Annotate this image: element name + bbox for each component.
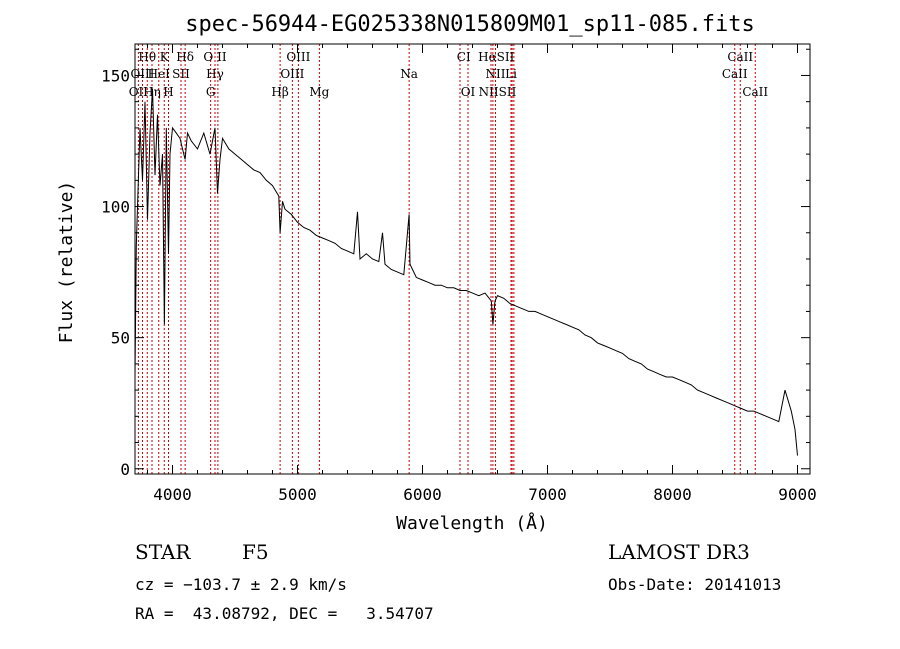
y-tick-label: 0 [120, 460, 130, 479]
obs-date-text: Obs-Date: 20141013 [608, 575, 782, 594]
y-axis-ticks: 0 50 100 150 [101, 48, 810, 479]
line-label: G [206, 85, 216, 99]
line-label: SII [172, 67, 190, 81]
x-axis-label: Wavelength (Å) [396, 512, 548, 534]
y-tick-label: 50 [111, 329, 130, 348]
x-tick-label: 6000 [403, 485, 442, 504]
line-label: NII [486, 67, 506, 81]
line-label: HαSII [478, 50, 515, 64]
line-label: OII [129, 85, 149, 99]
y-axis-label: Flux (relative) [56, 181, 77, 344]
redshift-text: cz = −103.7 ± 2.9 km/s [135, 575, 347, 594]
x-tick-label: 8000 [653, 485, 692, 504]
subclass-label: F5 [242, 540, 269, 564]
line-label: Mg [309, 85, 329, 99]
line-label: HeI [148, 67, 171, 81]
line-label: Hβ [271, 85, 288, 99]
line-label: Hθ [138, 50, 156, 64]
line-label: OIII [130, 67, 154, 81]
line-label: Na [400, 67, 418, 81]
x-tick-label: 9000 [778, 485, 817, 504]
class-label: STAR [135, 540, 191, 564]
line-label: OIII [286, 50, 310, 64]
line-label: CaII [722, 67, 748, 81]
line-label: Hγ [206, 67, 224, 81]
line-label: CaII [742, 85, 768, 99]
line-label: H [163, 85, 173, 99]
x-axis-ticks: 4000 5000 6000 7000 8000 9000 [147, 44, 817, 504]
x-tick-label: 7000 [528, 485, 567, 504]
line-label: Li [505, 67, 517, 81]
emission-line-markers [137, 44, 756, 474]
x-tick-label: 4000 [153, 485, 192, 504]
x-tick-label: 5000 [278, 485, 317, 504]
y-tick-label: 100 [101, 198, 130, 217]
coordinates-text: RA = 43.08792, DEC = 3.54707 [135, 604, 434, 623]
line-label: CI [457, 50, 471, 64]
line-label: Hδ [176, 50, 194, 64]
spectrum-line [134, 88, 798, 456]
line-label: OIII [280, 67, 304, 81]
line-label: OI [461, 85, 476, 99]
y-tick-label: 150 [101, 66, 130, 85]
line-label: CaII [727, 50, 753, 64]
line-label: K [160, 50, 170, 64]
line-label: NIISII [479, 85, 517, 99]
plot-frame [134, 43, 811, 475]
line-label: O II [203, 50, 226, 64]
chart-title: spec-56944-EG025338N015809M01_sp11-085.f… [185, 12, 755, 37]
survey-label: LAMOST DR3 [608, 540, 750, 564]
